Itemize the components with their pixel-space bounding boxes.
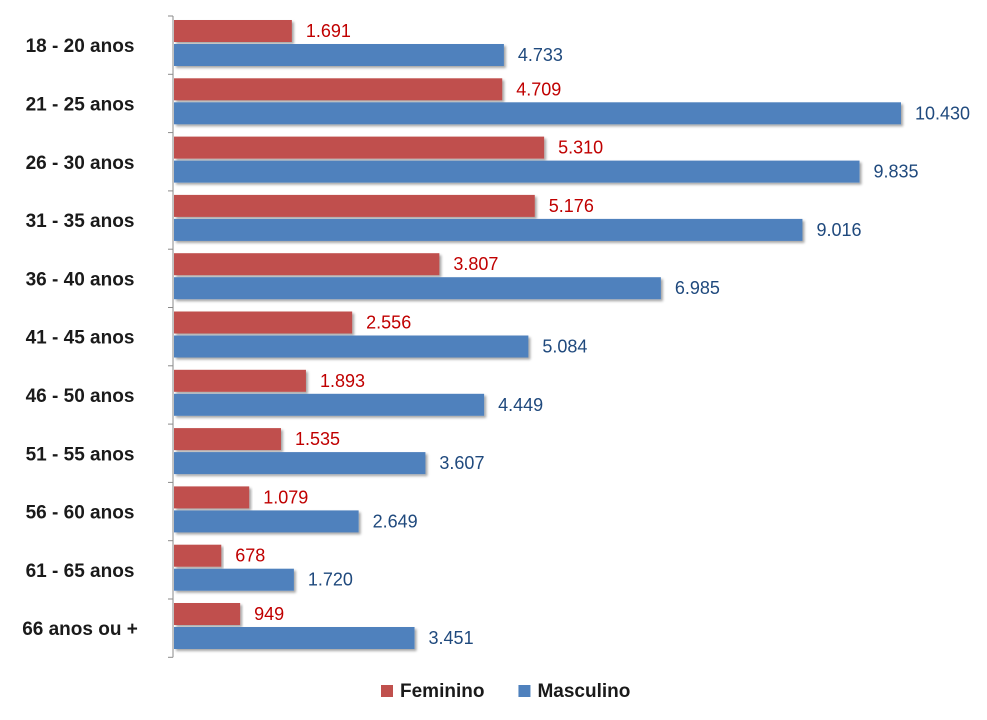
data-label: 1.079 xyxy=(263,487,308,507)
bar-feminino xyxy=(174,136,545,159)
bar-feminino xyxy=(174,194,535,217)
bar-masculino xyxy=(174,160,860,183)
data-label: 1.893 xyxy=(320,371,365,391)
category-label: 41 - 45 anos xyxy=(26,328,135,349)
data-label: 3.807 xyxy=(453,254,498,274)
bar-masculino xyxy=(174,102,901,125)
category-label: 61 - 65 anos xyxy=(26,561,135,582)
bar-feminino xyxy=(174,369,306,392)
bar-masculino xyxy=(174,627,415,649)
data-label: 4.449 xyxy=(498,395,543,415)
data-label: 6.985 xyxy=(675,278,720,298)
category-label: 56 - 60 anos xyxy=(26,503,135,524)
data-label: 4.733 xyxy=(518,45,563,65)
data-label: 5.176 xyxy=(549,196,594,216)
bar-masculino xyxy=(174,277,661,300)
data-label: 1.535 xyxy=(295,429,340,449)
data-label: 10.430 xyxy=(915,103,970,123)
category-label: 21 - 25 anos xyxy=(26,94,135,115)
data-label: 1.720 xyxy=(308,570,353,590)
bars xyxy=(174,20,901,649)
data-label: 678 xyxy=(235,546,265,566)
category-label: 36 - 40 anos xyxy=(26,269,135,290)
bar-feminino xyxy=(174,20,292,42)
data-label: 3.607 xyxy=(439,453,484,473)
legend-swatch xyxy=(381,685,393,697)
data-label: 5.084 xyxy=(542,337,587,357)
bar-masculino xyxy=(174,510,359,533)
bar-masculino xyxy=(174,393,485,416)
legend-label: Masculino xyxy=(537,681,630,702)
data-label: 3.451 xyxy=(429,628,474,648)
labels: 18 - 20 anos 1.691 4.733 21 - 25 anos 4.709 1… xyxy=(22,21,970,648)
bar-feminino xyxy=(174,486,250,509)
bar-feminino xyxy=(174,78,503,101)
data-label: 2.556 xyxy=(366,313,411,333)
bar-feminino xyxy=(174,253,440,276)
category-label: 46 - 50 anos xyxy=(26,386,135,407)
category-label: 18 - 20 anos xyxy=(26,36,135,57)
category-label: 31 - 35 anos xyxy=(26,211,135,232)
data-label: 9.016 xyxy=(816,220,861,240)
data-label: 5.310 xyxy=(558,138,603,158)
bar-masculino xyxy=(174,218,803,241)
bar-masculino xyxy=(174,452,426,475)
data-label: 4.709 xyxy=(516,79,561,99)
legend: Feminino Masculino xyxy=(381,681,630,702)
bar-feminino xyxy=(174,311,353,334)
data-label: 949 xyxy=(254,604,284,624)
category-label: 26 - 30 anos xyxy=(26,153,135,174)
bar-masculino xyxy=(174,568,294,591)
bar-masculino xyxy=(174,335,529,358)
data-label: 2.649 xyxy=(373,511,418,531)
bar-feminino xyxy=(174,603,241,625)
legend-label: Feminino xyxy=(400,681,484,702)
bar-feminino xyxy=(174,544,222,567)
bar-masculino xyxy=(174,44,504,66)
data-label: 9.835 xyxy=(874,162,919,182)
legend-swatch xyxy=(518,685,531,697)
category-label: 51 - 55 anos xyxy=(26,444,135,465)
category-label: 66 anos ou + xyxy=(22,619,138,640)
y-axis xyxy=(168,15,174,658)
data-label: 1.691 xyxy=(306,21,351,41)
bar-feminino xyxy=(174,428,281,451)
